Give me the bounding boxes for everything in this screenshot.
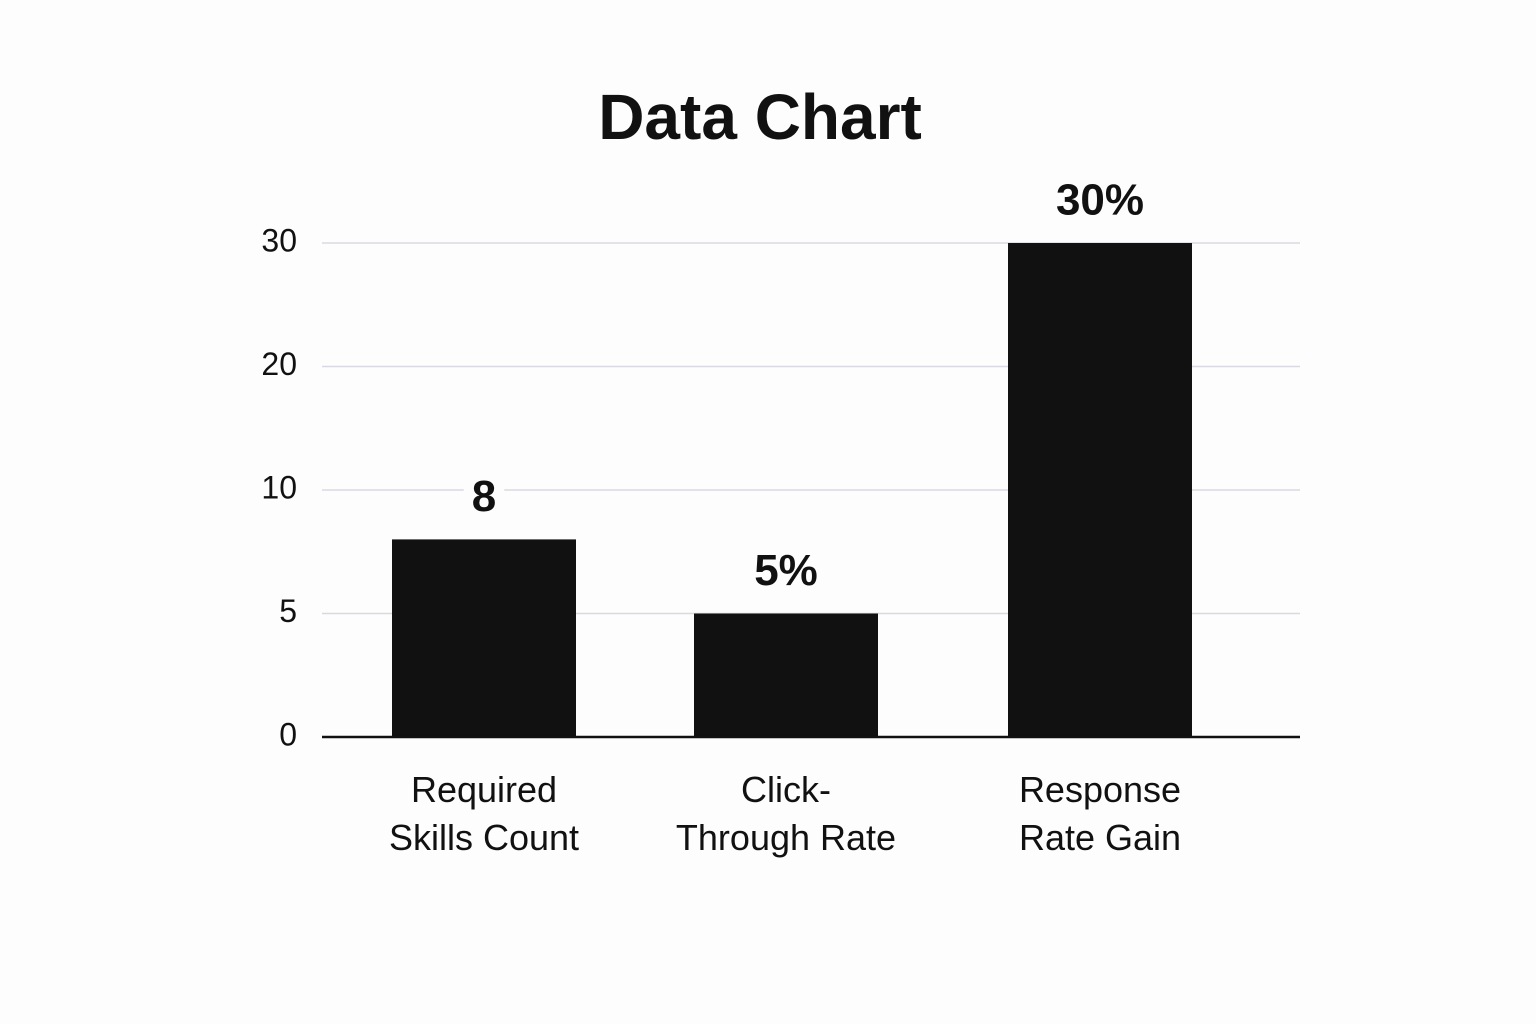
y-tick-label: 0 — [279, 716, 297, 752]
y-tick-label: 5 — [279, 593, 297, 629]
bar — [1008, 243, 1192, 737]
label-background — [463, 472, 505, 522]
value-label: 8 — [472, 472, 496, 521]
y-tick-label: 30 — [261, 222, 297, 258]
bar — [694, 613, 878, 737]
x-tick-label: Click- Through Rate — [675, 769, 897, 858]
y-tick-label: 10 — [261, 469, 297, 505]
chart-title: Data Chart — [598, 81, 922, 153]
x-tick-label: Response Rate Gain — [1018, 769, 1182, 858]
value-label: 5% — [754, 546, 818, 595]
bar — [392, 539, 576, 737]
value-label: 30% — [1056, 176, 1144, 225]
label-background — [746, 546, 826, 596]
x-tick-label: Required Skills Count — [388, 769, 580, 858]
label-background — [1047, 175, 1153, 225]
y-tick-label: 20 — [261, 346, 297, 382]
